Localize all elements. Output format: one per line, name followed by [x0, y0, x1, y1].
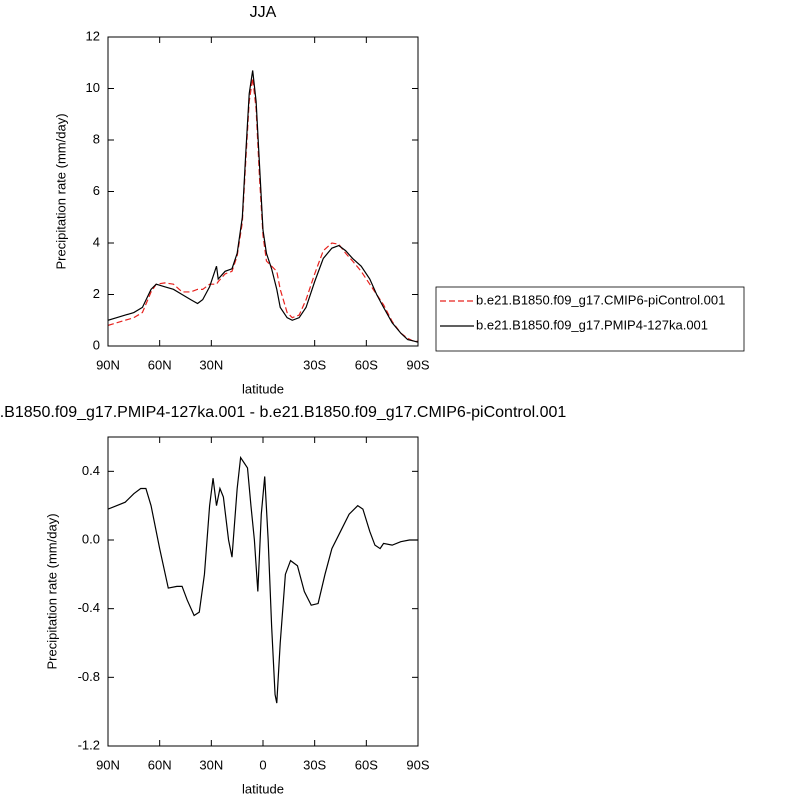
y-tick-label: 6 [93, 183, 100, 198]
data-line [108, 455, 418, 704]
y-tick-label: 10 [86, 80, 100, 95]
x-tick-label: 60S [355, 757, 378, 772]
data-line [108, 78, 418, 342]
chart-title: b.e21.B1850.f09_g17.PMIP4-127ka.001 - b.… [0, 404, 566, 421]
x-tick-label: 30N [199, 357, 223, 372]
y-tick-label: 8 [93, 131, 100, 146]
x-tick-label: 60N [148, 357, 172, 372]
y-axis-title: Precipitation rate (mm/day) [44, 513, 59, 669]
legend-label: b.e21.B1850.f09_g17.CMIP6-piControl.001 [476, 292, 725, 307]
y-tick-label: -0.4 [78, 600, 100, 615]
y-tick-label: 4 [93, 234, 100, 249]
x-tick-label: 90S [406, 757, 429, 772]
x-tick-label: 30S [303, 757, 326, 772]
y-tick-label: -0.8 [78, 669, 100, 684]
x-tick-label: 90N [96, 357, 120, 372]
y-tick-label: 0.4 [82, 463, 100, 478]
x-tick-label: 0 [259, 757, 266, 772]
y-tick-label: -1.2 [78, 737, 100, 752]
plot-frame [107, 36, 419, 347]
legend-box [435, 286, 745, 352]
x-tick-label: 60N [148, 757, 172, 772]
y-tick-label: 0 [93, 337, 100, 352]
x-tick-label: 30N [199, 757, 223, 772]
x-axis-title: latitude [242, 781, 284, 796]
x-tick-label: 30S [303, 357, 326, 372]
x-axis-title: latitude [242, 381, 284, 396]
x-tick-label: 90S [406, 357, 429, 372]
data-line [108, 70, 418, 343]
y-tick-label: 12 [86, 28, 100, 43]
x-tick-label: 60S [355, 357, 378, 372]
legend-label: b.e21.B1850.f09_g17.PMIP4-127ka.001 [476, 317, 708, 332]
y-tick-label: 0.0 [82, 531, 100, 546]
y-tick-label: 2 [93, 286, 100, 301]
y-axis-title: Precipitation rate (mm/day) [53, 113, 68, 269]
chart-title: JJA [250, 4, 277, 21]
x-tick-label: 90N [96, 757, 120, 772]
plot-frame [107, 436, 419, 747]
